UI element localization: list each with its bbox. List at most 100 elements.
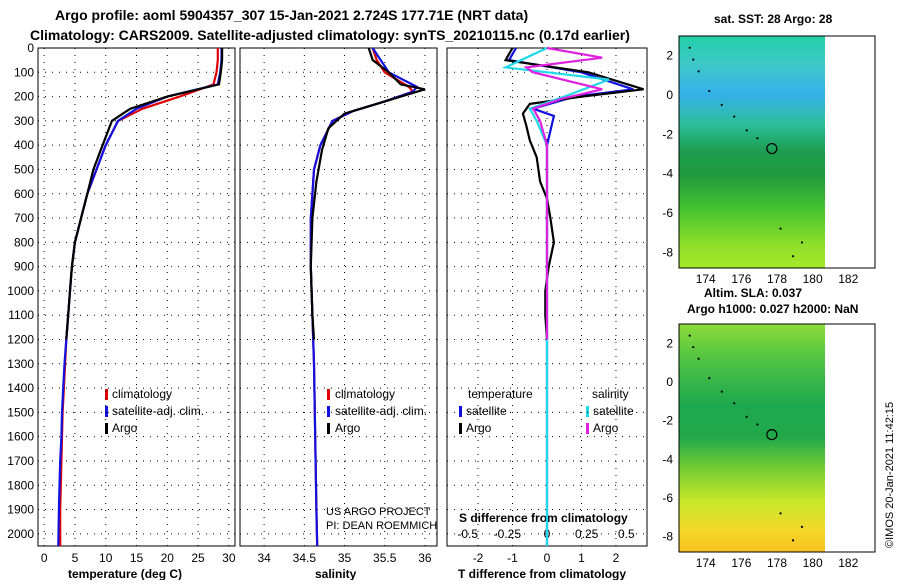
salinity-panel: salinity climatology satellite-adj. clim… — [239, 47, 438, 581]
t-legend-argo: Argo — [112, 421, 138, 435]
x-tick-label: 25 — [191, 551, 205, 565]
d-swatch-t-sat — [459, 406, 462, 417]
coastline-dot — [708, 377, 711, 380]
depth-tick-label: 100 — [14, 65, 34, 79]
x-tick-label: 0 — [544, 551, 551, 565]
coastline-dot — [688, 334, 691, 337]
difference-panel: T difference from climatology S differen… — [446, 46, 648, 581]
s-legend-swatch-argo — [327, 423, 330, 434]
map-y-tick-label: -6 — [662, 206, 673, 220]
salinity-frame — [239, 47, 438, 547]
annotation-pi: PI: DEAN ROEMMICH — [326, 520, 437, 532]
annotation-project: US ARGO PROJECT — [326, 506, 431, 518]
d-legend-temperature: temperature — [468, 387, 533, 401]
coastline-dot — [800, 525, 804, 528]
x-tick-label: 2 — [613, 551, 620, 565]
coastline-dot — [708, 89, 711, 93]
temperature-frame — [37, 47, 236, 547]
t-diff-xlabel: T difference from climatology — [458, 567, 626, 580]
coastline-dot — [697, 357, 700, 360]
depth-tick-label: 200 — [14, 90, 34, 104]
coastline-dot — [791, 539, 795, 542]
s-legend-swatch-sat — [327, 406, 330, 417]
argo-position-marker — [766, 428, 778, 441]
coastline-dot — [800, 241, 804, 244]
map-y-tick-label: -2 — [662, 127, 673, 141]
sla-map-title: Altim. SLA: 0.037 — [704, 286, 802, 300]
depth-tick-label: 0 — [27, 41, 34, 55]
map-x-tick-label: 182 — [838, 556, 858, 570]
map-y-tick-label: -4 — [662, 167, 673, 181]
x-tick-label: 36 — [418, 551, 432, 565]
series-line-climatology — [59, 48, 219, 546]
depth-tick-label: 600 — [14, 187, 34, 201]
coastline-dot — [688, 46, 691, 49]
sla-map-frame — [678, 323, 876, 553]
d-legend-t-argo: Argo — [466, 421, 492, 435]
x-tick-label: 10 — [99, 551, 113, 565]
depth-tick-label: 1500 — [7, 405, 34, 419]
map-x-tick-label: 178 — [767, 272, 787, 286]
map-x-tick-label: 180 — [803, 272, 823, 286]
depth-tick-label: 1300 — [7, 357, 34, 371]
series-line-climatology — [309, 47, 415, 547]
map-y-tick-label: -8 — [662, 245, 673, 259]
temperature-panel: temperature (deg C) climatology satellit… — [37, 47, 236, 581]
series-line-satellite-adj-clim- — [57, 48, 223, 547]
title-line-1: Argo profile: aoml 5904357_307 15-Jan-20… — [55, 7, 528, 23]
d-legend-salinity: salinity — [592, 387, 629, 401]
x-tick-label: 0 — [41, 551, 48, 565]
coastline-dot — [733, 115, 736, 118]
t-legend-swatch-argo — [105, 423, 108, 434]
salinity-xlabel: salinity — [315, 567, 357, 580]
x-tick-label: -2 — [473, 551, 484, 565]
depth-tick-label: 1400 — [7, 381, 34, 395]
sla-field — [679, 324, 825, 552]
map-y-tick-label: -8 — [662, 530, 673, 544]
d-legend-t-satellite: satellite — [466, 404, 507, 418]
s-legend-climatology: climatology — [335, 387, 395, 401]
t-legend-climatology: climatology — [112, 387, 172, 401]
series-line-s-satellite — [501, 47, 610, 546]
coastline-dot — [692, 58, 695, 61]
coastline-dot — [720, 390, 723, 393]
t-legend-satellite: satellite-adj. clim. — [112, 404, 204, 418]
coastline-dot — [745, 129, 748, 132]
x-tick-label: 5 — [72, 551, 79, 565]
x-tick-label: 35.5 — [373, 551, 397, 565]
coastline-dot — [692, 346, 695, 349]
map-y-tick-label: 2 — [666, 49, 673, 63]
depth-tick-label: 1900 — [7, 503, 34, 517]
coastline-dot — [745, 415, 748, 418]
series-line-satellite-adj-clim- — [309, 47, 419, 547]
depth-tick-label: 300 — [14, 114, 34, 128]
coastline-dot — [697, 70, 700, 73]
depth-tick-label: 500 — [14, 162, 34, 176]
depth-axis: 0 100 200 300 400 500 600 700 800 900 1000 1100 1200… — [7, 41, 34, 541]
depth-tick-label: 900 — [14, 260, 34, 274]
sla-map: Altim. SLA: 0.037 Argo h1000: 0.027 h200… — [662, 286, 876, 570]
series-line-t-satellite — [507, 47, 634, 546]
depth-tick-label: 1200 — [7, 333, 34, 347]
map-x-tick-label: 176 — [731, 272, 751, 286]
coastline-dot — [733, 402, 736, 405]
s-legend-satellite: satellite-adj. clim. — [335, 404, 427, 418]
map-y-tick-label: 2 — [666, 336, 673, 350]
t-legend-swatch-sat — [105, 406, 108, 417]
map-x-tick-label: 174 — [696, 556, 716, 570]
map-y-tick-label: 0 — [666, 375, 673, 389]
x-tick-label: 30 — [222, 551, 236, 565]
map-x-tick-label: 174 — [696, 272, 716, 286]
depth-tick-label: 1600 — [7, 430, 34, 444]
x-tick-label: 34 — [257, 551, 271, 565]
map-x-tick-label: 176 — [731, 556, 751, 570]
sst-field — [679, 36, 825, 268]
depth-tick-label: 700 — [14, 211, 34, 225]
x2-tick-label: -0.25 — [494, 527, 522, 541]
s-legend-swatch-clim — [327, 389, 330, 400]
x-tick-label: 35 — [338, 551, 352, 565]
x-tick-label: -1 — [507, 551, 518, 565]
map-y-tick-label: 0 — [666, 88, 673, 102]
temperature-xlabel: temperature (deg C) — [68, 567, 182, 580]
